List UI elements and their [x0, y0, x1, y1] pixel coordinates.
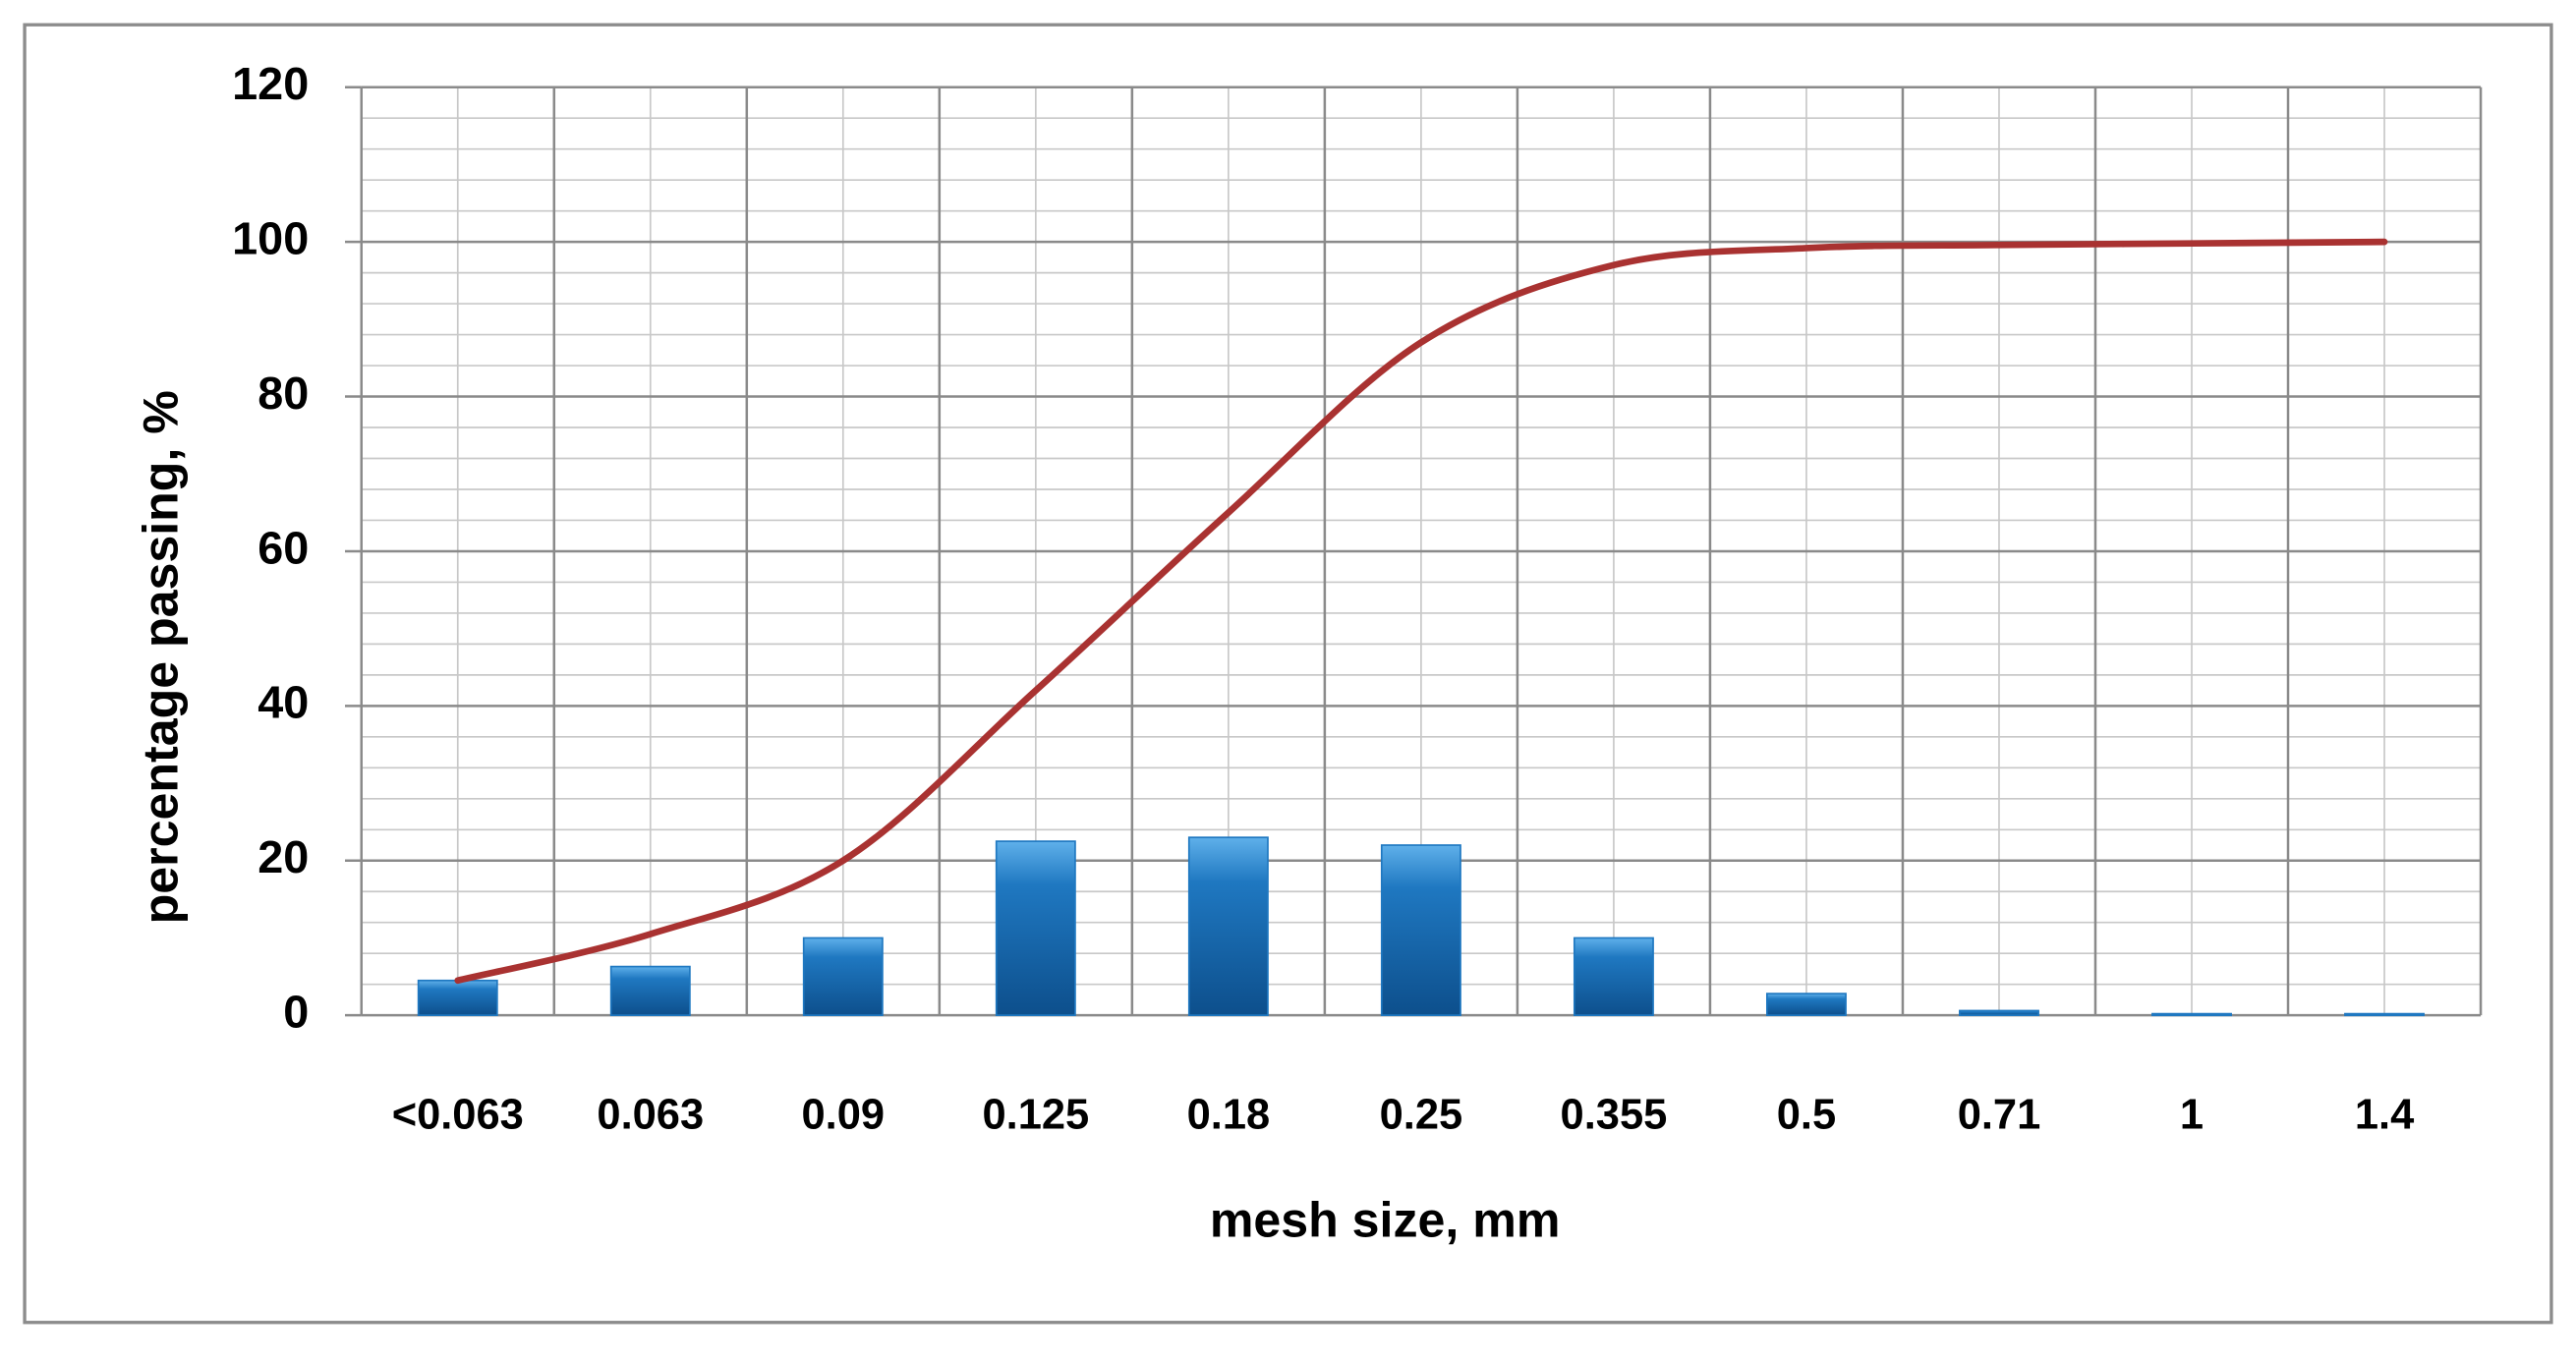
x-tick-label: 0.18 [1187, 1091, 1271, 1138]
bar [1573, 936, 1654, 1016]
x-tick-label: <0.063 [392, 1091, 524, 1138]
x-axis-label: mesh size, mm [1210, 1193, 1561, 1248]
x-tick-label: 1.4 [2355, 1091, 2414, 1138]
bar [2344, 1012, 2425, 1017]
x-tick-label: 0.125 [982, 1091, 1089, 1138]
x-tick-label: 0.5 [1777, 1091, 1836, 1138]
bar [417, 979, 498, 1016]
y-tick-label: 100 [232, 212, 309, 263]
bar [609, 965, 691, 1016]
x-tick-label: 0.71 [1958, 1091, 2041, 1138]
x-tick-label: 0.25 [1380, 1091, 1463, 1138]
y-tick-label: 40 [258, 677, 309, 728]
bar [2151, 1012, 2232, 1017]
bar [995, 840, 1076, 1016]
x-tick-label: 1 [2180, 1091, 2204, 1138]
bar [1765, 993, 1847, 1016]
line [454, 238, 2388, 985]
y-tick-label: 60 [258, 522, 309, 573]
y-tick-label: 120 [232, 58, 309, 109]
x-tick-label: 0.063 [597, 1091, 704, 1138]
bar [1380, 844, 1461, 1016]
y-axis-label: percentage passing, % [133, 390, 188, 924]
y-tick-label: 80 [258, 368, 309, 419]
bar [1959, 1009, 2039, 1016]
x-tick-label: 0.09 [802, 1091, 886, 1138]
bar [1187, 836, 1269, 1016]
bar [802, 936, 884, 1016]
y-tick-label: 20 [258, 831, 309, 882]
y-tick-label: 0 [283, 987, 309, 1038]
x-tick-label: 0.355 [1561, 1091, 1668, 1138]
